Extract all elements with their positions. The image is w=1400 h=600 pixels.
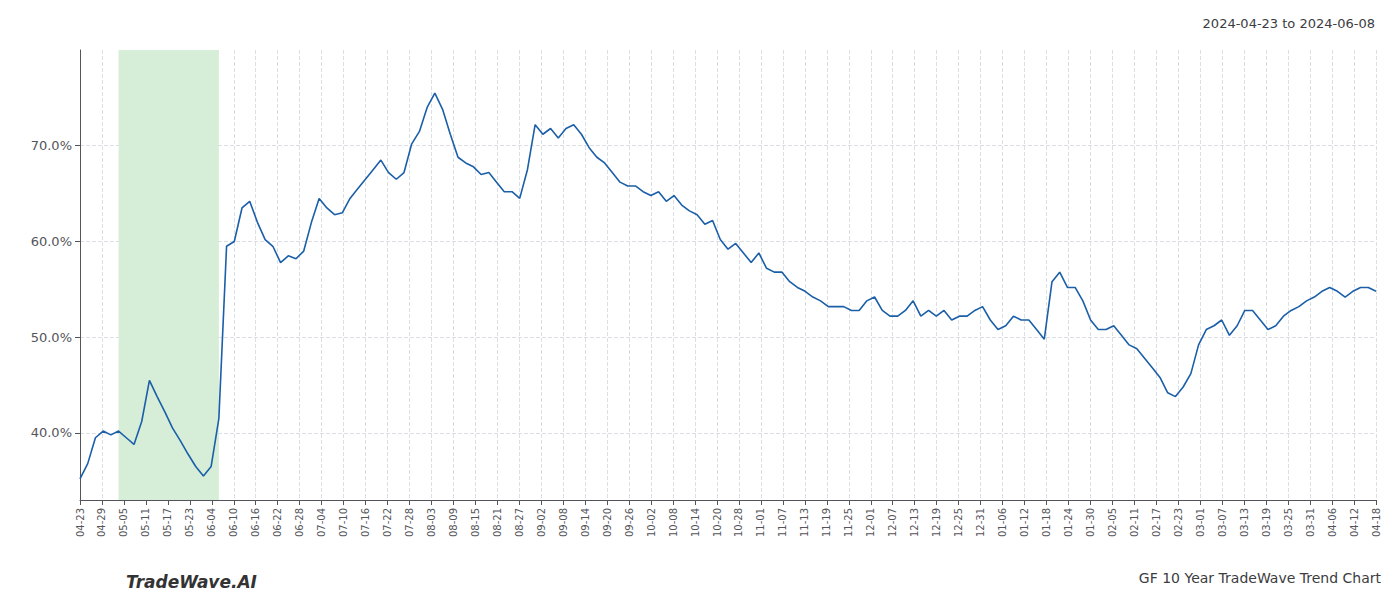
svg-text:12-13: 12-13 — [909, 508, 920, 537]
svg-text:07-10: 07-10 — [338, 508, 349, 537]
svg-text:12-31: 12-31 — [975, 508, 986, 537]
svg-text:05-23: 05-23 — [184, 508, 195, 537]
svg-text:06-22: 06-22 — [272, 508, 283, 537]
svg-text:03-19: 03-19 — [1261, 508, 1272, 537]
svg-text:01-12: 01-12 — [1019, 508, 1030, 537]
svg-text:10-28: 10-28 — [733, 508, 744, 537]
svg-text:04-18: 04-18 — [1371, 508, 1382, 537]
svg-text:01-24: 01-24 — [1063, 508, 1074, 537]
svg-text:06-04: 06-04 — [206, 508, 217, 537]
svg-text:10-20: 10-20 — [712, 508, 723, 537]
svg-text:08-09: 08-09 — [448, 508, 459, 537]
svg-text:05-05: 05-05 — [118, 508, 129, 537]
svg-text:12-25: 12-25 — [953, 508, 964, 537]
svg-text:11-07: 11-07 — [777, 508, 788, 537]
svg-text:01-30: 01-30 — [1085, 508, 1096, 537]
svg-text:12-19: 12-19 — [931, 508, 942, 537]
svg-text:11-19: 11-19 — [821, 508, 832, 537]
svg-text:03-01: 03-01 — [1195, 508, 1206, 537]
svg-text:11-13: 11-13 — [799, 508, 810, 537]
svg-text:07-22: 07-22 — [382, 508, 393, 537]
svg-text:04-29: 04-29 — [96, 508, 107, 537]
svg-text:GF 10 Year TradeWave Trend Cha: GF 10 Year TradeWave Trend Chart — [1139, 570, 1382, 586]
svg-text:04-12: 04-12 — [1349, 508, 1360, 537]
svg-text:06-10: 06-10 — [228, 508, 239, 537]
svg-text:04-06: 04-06 — [1327, 508, 1338, 537]
svg-text:10-02: 10-02 — [646, 508, 657, 537]
svg-text:02-23: 02-23 — [1173, 508, 1184, 537]
svg-text:08-21: 08-21 — [492, 508, 503, 537]
svg-text:11-01: 11-01 — [755, 508, 766, 537]
svg-text:07-16: 07-16 — [360, 508, 371, 537]
svg-text:60.0%: 60.0% — [31, 234, 72, 249]
svg-text:03-25: 03-25 — [1283, 508, 1294, 537]
svg-text:04-23: 04-23 — [75, 508, 86, 537]
svg-text:03-07: 03-07 — [1217, 508, 1228, 537]
svg-text:02-17: 02-17 — [1151, 508, 1162, 537]
svg-text:TradeWave.AI: TradeWave.AI — [126, 572, 257, 592]
svg-text:11-25: 11-25 — [843, 508, 854, 537]
svg-text:08-15: 08-15 — [470, 508, 481, 537]
svg-text:03-31: 03-31 — [1305, 508, 1316, 537]
svg-text:12-07: 12-07 — [887, 508, 898, 537]
svg-text:40.0%: 40.0% — [31, 425, 72, 440]
svg-text:09-20: 09-20 — [602, 508, 613, 537]
svg-text:09-14: 09-14 — [580, 508, 591, 537]
svg-text:09-08: 09-08 — [558, 508, 569, 537]
svg-text:12-01: 12-01 — [865, 508, 876, 537]
svg-text:06-28: 06-28 — [294, 508, 305, 537]
svg-text:03-13: 03-13 — [1239, 508, 1250, 537]
svg-text:08-03: 08-03 — [426, 508, 437, 537]
svg-text:02-05: 02-05 — [1107, 508, 1118, 537]
svg-text:07-04: 07-04 — [316, 508, 327, 537]
svg-text:09-02: 09-02 — [536, 508, 547, 537]
svg-text:01-06: 01-06 — [997, 508, 1008, 537]
svg-text:2024-04-23 to 2024-06-08: 2024-04-23 to 2024-06-08 — [1203, 16, 1375, 31]
svg-text:02-11: 02-11 — [1129, 508, 1140, 537]
svg-text:07-28: 07-28 — [404, 508, 415, 537]
svg-text:70.0%: 70.0% — [31, 138, 72, 153]
svg-text:10-08: 10-08 — [668, 508, 679, 537]
svg-text:05-17: 05-17 — [162, 508, 173, 537]
svg-text:50.0%: 50.0% — [31, 330, 72, 345]
svg-text:09-26: 09-26 — [624, 508, 635, 537]
svg-text:05-11: 05-11 — [140, 508, 151, 537]
svg-text:06-16: 06-16 — [250, 508, 261, 537]
svg-text:10-14: 10-14 — [690, 508, 701, 537]
svg-text:08-27: 08-27 — [514, 508, 525, 537]
svg-text:01-18: 01-18 — [1041, 508, 1052, 537]
